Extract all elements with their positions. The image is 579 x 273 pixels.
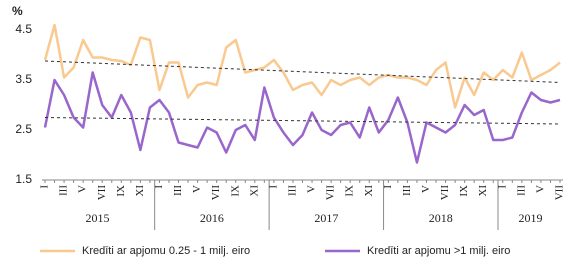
x-tick-label: IX bbox=[458, 185, 470, 197]
x-tick-label: VII bbox=[96, 185, 108, 201]
year-label: 2015 bbox=[85, 211, 109, 225]
x-tick-label: XI bbox=[134, 185, 146, 197]
x-tick-label: I bbox=[382, 185, 394, 189]
y-tick-label: 4.5 bbox=[15, 22, 32, 36]
x-tick-label: V bbox=[534, 185, 546, 193]
year-label: 2017 bbox=[314, 211, 338, 225]
trend-line bbox=[44, 60, 561, 83]
y-tick-label: 2.5 bbox=[15, 122, 32, 136]
x-tick-label: I bbox=[496, 185, 508, 189]
year-label: 2016 bbox=[200, 211, 224, 225]
x-tick-label: I bbox=[39, 185, 51, 189]
x-tick-label: I bbox=[153, 185, 165, 189]
x-tick-label: III bbox=[172, 185, 184, 196]
x-tick-label: VII bbox=[325, 185, 337, 201]
legend-label: Kredīti ar apjomu >1 milj. eiro bbox=[367, 245, 510, 257]
year-label: 2019 bbox=[519, 211, 543, 225]
x-tick-label: III bbox=[515, 185, 527, 196]
x-tick-label: XI bbox=[363, 185, 375, 197]
x-tick-label: IX bbox=[344, 185, 356, 197]
x-tick-label: XI bbox=[248, 185, 260, 197]
x-tick-label: XI bbox=[477, 185, 489, 197]
x-tick-label: V bbox=[191, 185, 203, 193]
x-tick-label: VII bbox=[554, 185, 566, 201]
year-label: 2018 bbox=[429, 211, 453, 225]
y-tick-label: 1.5 bbox=[15, 172, 32, 186]
y-axis-label: % bbox=[12, 4, 23, 18]
x-tick-label: III bbox=[286, 185, 298, 196]
x-tick-label: VII bbox=[439, 185, 451, 201]
x-tick-label: III bbox=[58, 185, 70, 196]
x-tick-label: IX bbox=[229, 185, 241, 197]
x-tick-label: III bbox=[401, 185, 413, 196]
x-tick-label: VII bbox=[210, 185, 222, 201]
x-tick-label: I bbox=[267, 185, 279, 189]
data-line bbox=[43, 71, 561, 164]
y-tick-label: 3.5 bbox=[15, 72, 32, 86]
x-tick-label: V bbox=[306, 185, 318, 193]
x-tick-label: V bbox=[420, 185, 432, 193]
x-tick-label: V bbox=[77, 185, 89, 193]
x-tick-label: IX bbox=[115, 185, 127, 197]
legend-label: Kredīti ar apjomu 0.25 - 1 milj. eiro bbox=[82, 245, 250, 257]
trend-line bbox=[44, 117, 561, 125]
